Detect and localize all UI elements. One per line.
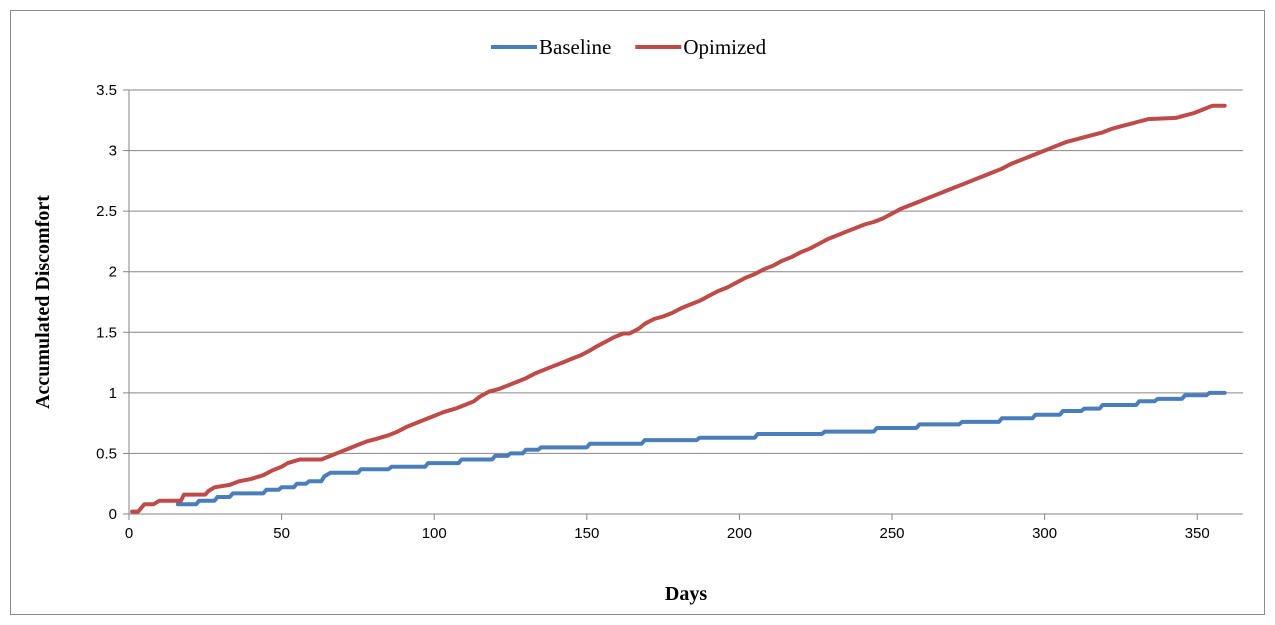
legend-label-opimized: Opimized xyxy=(683,35,766,59)
y-axis-ticks: 0 0.5 1 1.5 2 2.5 3 3.5 xyxy=(96,82,129,523)
y-tick-label: 2 xyxy=(109,264,117,281)
chart-svg: 0 50 100 150 200 250 300 350 0 0.5 1 1.5 2 2.5 3 3.5 B… xyxy=(32,35,1243,605)
series-line-baseline xyxy=(175,390,1227,507)
x-tick-label: 200 xyxy=(727,525,752,542)
x-tick-label: 300 xyxy=(1032,525,1057,542)
x-tick-label: 250 xyxy=(879,525,904,542)
x-axis-ticks: 0 50 100 150 200 250 300 350 xyxy=(125,514,1210,542)
x-tick-label: 50 xyxy=(273,525,290,542)
series-lines xyxy=(130,103,1227,514)
x-tick-label: 150 xyxy=(574,525,599,542)
x-axis-title: Days xyxy=(665,583,707,605)
chart-frame: 0 50 100 150 200 250 300 350 0 0.5 1 1.5 2 2.5 3 3.5 B… xyxy=(10,10,1265,615)
y-tick-label: 0 xyxy=(109,506,117,523)
y-tick-label: 0.5 xyxy=(96,445,117,462)
legend-label-baseline: Baseline xyxy=(539,35,611,59)
y-tick-label: 1.5 xyxy=(96,324,117,341)
y-tick-label: 1 xyxy=(109,385,117,402)
y-tick-label: 2.5 xyxy=(96,203,117,220)
x-tick-label: 100 xyxy=(422,525,447,542)
x-tick-label: 0 xyxy=(125,525,133,542)
gridlines xyxy=(129,89,1243,454)
series-line-opimized xyxy=(130,103,1227,514)
y-tick-label: 3.5 xyxy=(96,82,117,99)
y-axis-title: Accumulated Discomfort xyxy=(32,195,54,409)
legend: Baseline Opimized xyxy=(491,35,767,59)
y-tick-label: 3 xyxy=(109,143,117,160)
x-tick-label: 350 xyxy=(1185,525,1210,542)
